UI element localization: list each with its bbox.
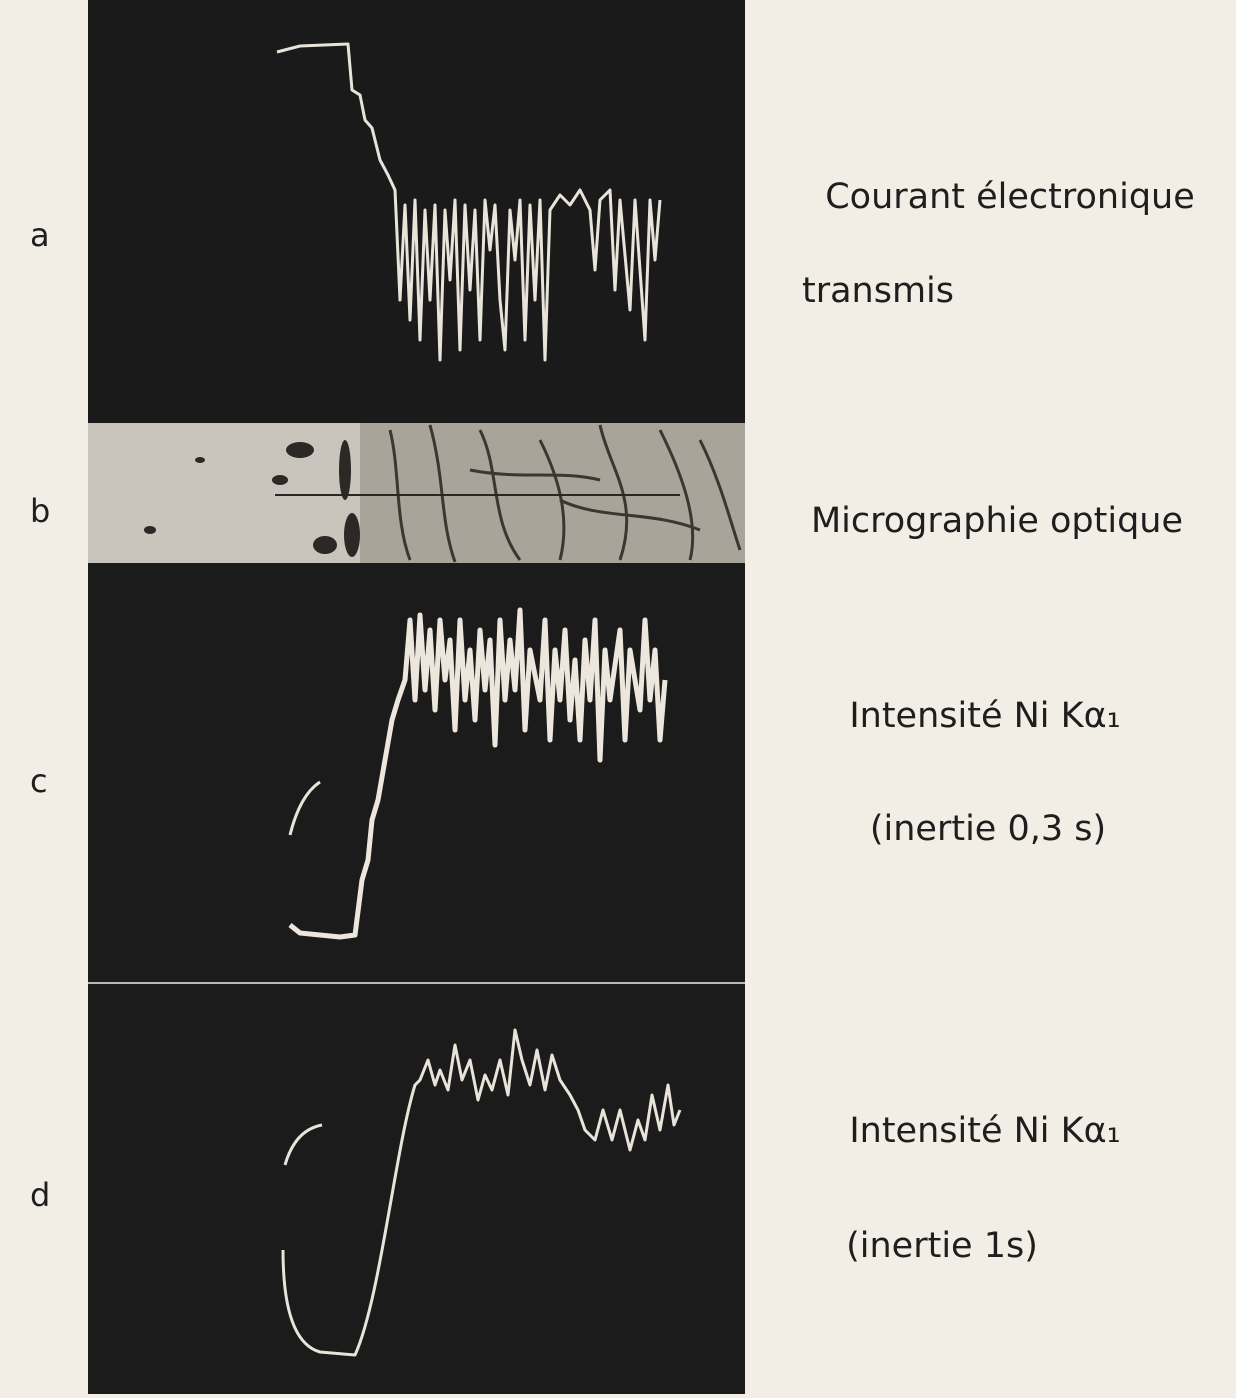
panel-label: d xyxy=(30,1176,50,1214)
panel-label: c xyxy=(30,762,48,800)
caption: Intensité Ni Kα₁ xyxy=(849,1111,1120,1151)
caption: Intensité Ni Kα₁ xyxy=(849,696,1120,736)
caption: transmis xyxy=(802,271,954,311)
panel-label: b xyxy=(30,492,50,530)
oscillogram-d xyxy=(88,984,745,1394)
caption: (inertie 0,3 s) xyxy=(870,809,1106,849)
caption: Micrographie optique xyxy=(811,501,1183,541)
caption: Courant électronique xyxy=(825,177,1195,217)
micrograph-structure xyxy=(360,423,745,563)
caption: (inertie 1s) xyxy=(846,1226,1038,1266)
figure: a b c d Courant électronique transmis Mi… xyxy=(0,0,1236,1394)
panel-label: a xyxy=(30,216,50,254)
page: a b c d Courant électronique transmis Mi… xyxy=(0,0,1236,1394)
